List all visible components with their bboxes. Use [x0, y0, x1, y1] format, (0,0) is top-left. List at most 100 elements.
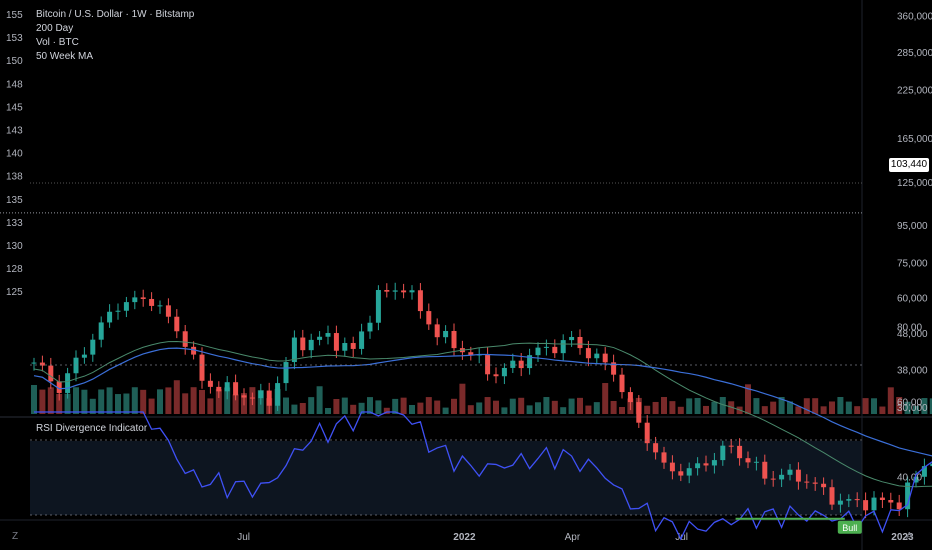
candle-body	[149, 298, 155, 306]
right-axis-label: 38,000	[897, 366, 928, 377]
volume-bar	[535, 402, 541, 414]
volume-bar	[669, 401, 676, 414]
volume-bar	[224, 387, 231, 414]
volume-bar	[509, 398, 516, 414]
left-axis-label: 153	[6, 33, 23, 44]
volume-bar	[308, 397, 315, 414]
timezone-button[interactable]: Z	[12, 531, 19, 542]
candle-body	[485, 354, 491, 375]
candle-body	[569, 336, 575, 341]
volume-bar	[283, 397, 289, 414]
candle-body	[224, 382, 230, 392]
candle-body	[241, 395, 247, 398]
volume-bar	[451, 398, 457, 414]
candle-body	[199, 354, 205, 381]
left-axis-label: 150	[6, 56, 23, 67]
candle-body	[627, 392, 633, 403]
left-axis-label: 130	[6, 241, 23, 252]
candle-body	[81, 354, 87, 358]
volume-bar	[753, 398, 760, 414]
candle-body	[283, 362, 289, 384]
volume-bar	[140, 389, 147, 414]
rsi-axis-label: 40.00	[897, 473, 922, 484]
volume-bar	[543, 397, 550, 414]
volume-bar	[299, 402, 306, 414]
volume-bar	[123, 393, 130, 414]
volume-bar	[207, 398, 214, 414]
right-axis-label: 75,000	[897, 259, 928, 270]
candle-body	[157, 305, 163, 307]
candle-body	[930, 463, 932, 467]
right-axis-label: 60,000	[897, 294, 928, 305]
volume-bar	[333, 399, 340, 414]
candle-body	[678, 471, 684, 476]
volume-bar	[585, 405, 592, 414]
volume-bar	[367, 397, 373, 414]
last-price-label: 103,440	[889, 158, 929, 172]
volume-bar	[165, 387, 172, 414]
ma-200-day-line	[33, 340, 932, 488]
volume-bar	[686, 398, 693, 414]
left-axis-label: 138	[6, 172, 23, 183]
legend-200-day: 200 Day	[36, 23, 74, 34]
volume-bar	[619, 406, 625, 414]
volume-bar	[551, 400, 558, 414]
candle-body	[258, 390, 264, 399]
candle-body	[401, 290, 407, 293]
volume-bar	[795, 406, 802, 414]
candle-body	[451, 330, 457, 349]
volume-bar	[661, 397, 667, 414]
candle-body	[879, 497, 885, 501]
candle-body	[535, 347, 541, 356]
candle-body	[56, 381, 62, 393]
candle-body	[636, 402, 642, 423]
volume-bar	[199, 389, 205, 414]
candle-body	[728, 445, 734, 447]
volume-bar	[560, 407, 567, 414]
candle-body	[753, 461, 759, 463]
volume-bar	[350, 404, 357, 414]
candle-body	[695, 463, 701, 469]
candle-body	[812, 482, 818, 484]
ma-50-week-line	[33, 347, 932, 457]
candle-body	[73, 357, 79, 374]
chart-legend: Bitcoin / U.S. Dollar · 1W · Bitstamp 20…	[36, 8, 194, 64]
candle-body	[31, 362, 37, 364]
candle-body	[543, 346, 549, 348]
candle-body	[661, 452, 667, 463]
candle-body	[174, 316, 180, 332]
candle-body	[300, 337, 306, 351]
candle-body	[644, 422, 650, 444]
volume-bar	[375, 400, 382, 414]
candle-body	[182, 331, 188, 347]
left-axis-label: 128	[6, 264, 23, 275]
volume-bar	[484, 397, 491, 414]
left-axis-label: 145	[6, 102, 23, 113]
volume-bar	[879, 406, 886, 414]
volume-bar	[787, 401, 793, 414]
candle-body	[140, 297, 146, 299]
volume-bar	[190, 387, 197, 414]
volume-bar	[501, 407, 508, 414]
candle-body	[854, 499, 860, 501]
candle-body	[233, 382, 239, 396]
volume-bar	[862, 398, 869, 414]
volume-bar	[745, 384, 751, 414]
rsi-pane-title: RSI Divergence Indicator	[36, 423, 148, 434]
candle-body	[921, 466, 927, 477]
candle-body	[426, 311, 432, 325]
volume-bar	[31, 385, 37, 414]
candle-body	[325, 333, 331, 337]
auto-scale-button[interactable]: A	[906, 531, 913, 542]
time-axis-label: 2023	[891, 532, 914, 543]
candle-body	[317, 336, 323, 340]
candle-body	[821, 483, 827, 488]
volume-bar	[602, 383, 609, 414]
volume-bar	[325, 407, 331, 414]
candle-body	[787, 469, 793, 475]
volume-bar	[703, 405, 709, 414]
candle-body	[846, 499, 852, 501]
candle-body	[443, 330, 449, 338]
candle-body	[207, 380, 213, 387]
volume-bar	[467, 405, 474, 414]
